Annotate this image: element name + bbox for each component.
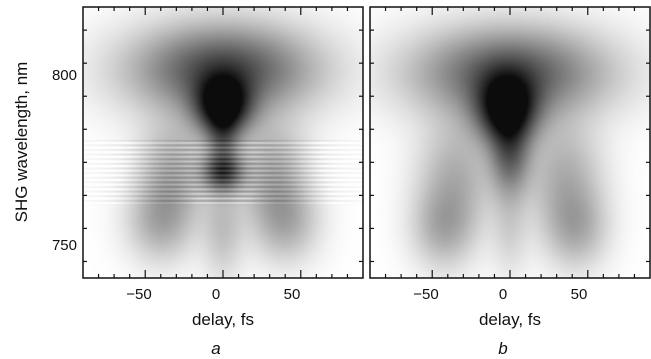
x-tick-label-a-2: 50 [284,286,301,303]
x-tick-label-b-2: 50 [571,286,588,303]
panel-a: −50 0 50 750 800 delay, fs SHG wavelengt… [12,6,364,358]
panel-letter-a: a [211,339,220,358]
x-tick-label-a-0: −50 [126,286,151,303]
panel-letter-b: b [498,339,507,358]
y-tick-label-a-0: 750 [52,237,77,254]
panel-b: −50 0 50 delay, fs b [369,6,651,358]
x-axis-label-a: delay, fs [192,310,254,329]
ticks-a [83,7,363,278]
heatmap-b-image [370,7,650,278]
ticks-b [370,7,650,278]
y-axis-label: SHG wavelength, nm [12,62,31,223]
y-tick-label-a-1: 800 [52,67,77,84]
heatmap-a-image [83,7,363,278]
x-axis-label-b: delay, fs [479,310,541,329]
x-tick-label-b-1: 0 [499,286,507,303]
x-tick-label-a-1: 0 [212,286,220,303]
x-tick-label-b-0: −50 [413,286,438,303]
